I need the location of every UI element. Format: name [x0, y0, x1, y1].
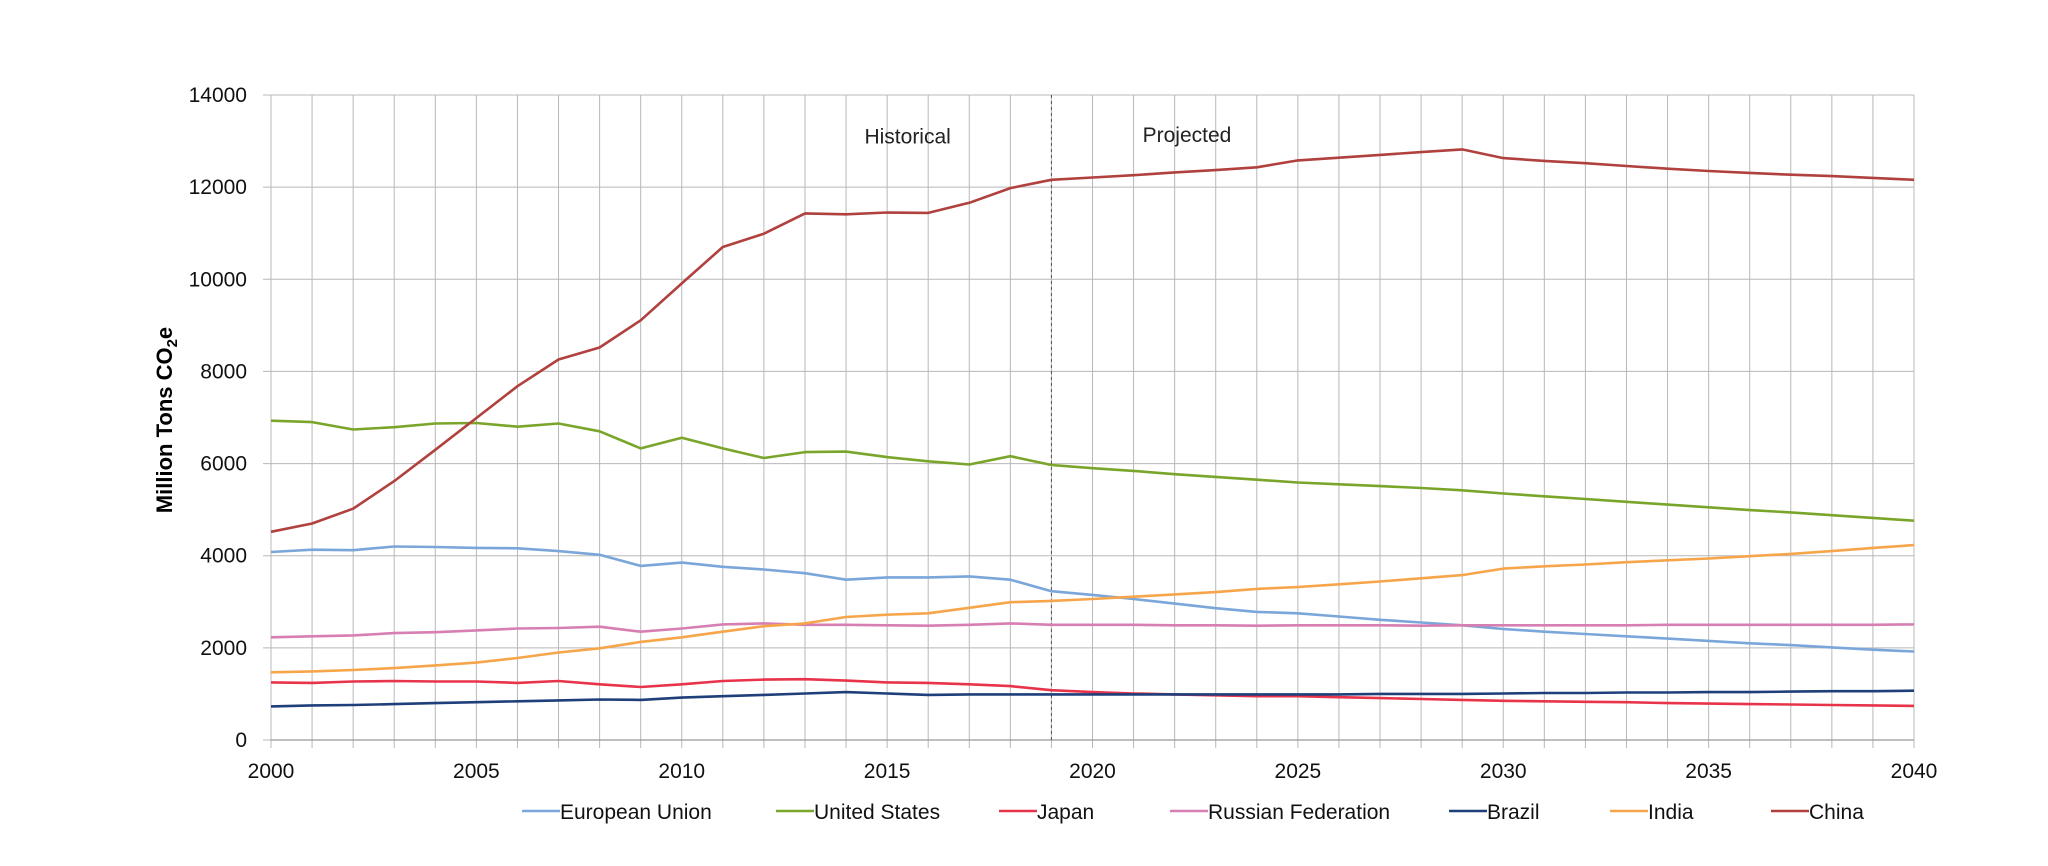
x-tick-label: 2025 — [1275, 760, 1322, 783]
series-line-china — [270, 148, 1915, 534]
annotation-projected: Projected — [1143, 124, 1232, 147]
y-axis-label: Million Tons CO2e — [152, 327, 181, 513]
y-tick-label: 2000 — [200, 637, 247, 660]
legend-item-japan: Japan — [999, 801, 1094, 824]
y-tick-label: 0 — [235, 729, 247, 752]
x-axis-ticks: 2000 2005 2010 2015 2020 2025 2030 2035 2040 — [248, 760, 1938, 783]
legend-label: India — [1648, 801, 1694, 824]
series-lines — [270, 148, 1915, 708]
legend-label: Brazil — [1487, 801, 1540, 824]
series-line-brazil — [270, 689, 1915, 708]
x-tick-label: 2010 — [658, 760, 705, 783]
x-tick-label: 2020 — [1069, 760, 1116, 783]
y-tick-label: 8000 — [200, 360, 247, 383]
x-tick-label: 2030 — [1480, 760, 1527, 783]
y-tick-label: 6000 — [200, 453, 247, 476]
y-tick-label: 14000 — [189, 84, 247, 107]
legend-item-india: India — [1610, 801, 1694, 824]
x-tick-label: 2035 — [1685, 760, 1732, 783]
legend-label: United States — [814, 801, 940, 824]
series-line-russian-federation — [270, 622, 1915, 639]
annotation-historical: Historical — [864, 125, 950, 148]
series-line-european-union — [270, 545, 1915, 653]
x-tick-label: 2015 — [864, 760, 911, 783]
legend-item-brazil: Brazil — [1449, 801, 1540, 824]
legend-item-european-union: European Union — [522, 801, 712, 824]
legend-item-russian-federation: Russian Federation — [1170, 801, 1390, 824]
grid — [263, 94, 1915, 748]
legend-item-china: China — [1771, 801, 1864, 824]
legend-label: China — [1809, 801, 1864, 824]
y-tick-label: 10000 — [189, 268, 247, 291]
legend-item-united-states: United States — [776, 801, 940, 824]
y-tick-label: 4000 — [200, 545, 247, 568]
legend-label: Russian Federation — [1208, 801, 1390, 824]
x-tick-label: 2040 — [1891, 760, 1938, 783]
x-tick-label: 2005 — [453, 760, 500, 783]
series-line-united-states — [270, 419, 1915, 522]
series-line-india — [270, 543, 1915, 674]
y-axis-ticks: 0 2000 4000 6000 8000 10000 12000 14000 — [189, 84, 247, 752]
legend-label: European Union — [560, 801, 712, 824]
x-tick-label: 2000 — [248, 760, 295, 783]
series-line-japan — [270, 677, 1915, 708]
legend: European Union United States Japan Russian … — [522, 801, 1864, 824]
legend-label: Japan — [1037, 801, 1094, 824]
y-tick-label: 12000 — [189, 176, 247, 199]
